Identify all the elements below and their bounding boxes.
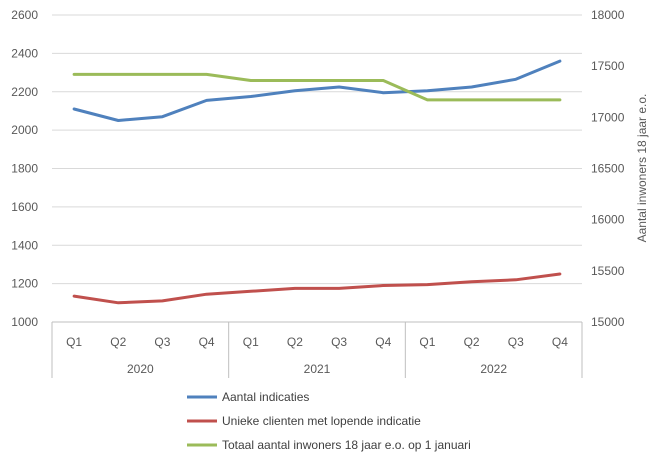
- x-tick-label: Q4: [552, 335, 568, 349]
- x-tick-label: Q3: [508, 335, 524, 349]
- right-tick-label: 17500: [591, 59, 625, 73]
- right-axis-title: Aantal inwoners 18 jaar e.o.: [635, 94, 649, 243]
- left-tick-label: 2400: [11, 46, 38, 60]
- right-tick-label: 16500: [591, 162, 625, 176]
- left-tick-label: 1200: [11, 277, 38, 291]
- left-tick-label: 2000: [11, 123, 38, 137]
- x-year-label: 2022: [480, 362, 507, 376]
- series-lines: [72, 59, 562, 305]
- x-tick-label: Q1: [419, 335, 435, 349]
- x-tick-label: Q1: [243, 335, 259, 349]
- legend-label-2: Unieke clienten met lopende indicatie: [222, 414, 421, 428]
- series-line-1: [72, 59, 562, 122]
- x-year-label: 2020: [127, 362, 154, 376]
- left-tick-label: 1000: [11, 315, 38, 329]
- legend: Aantal indicaties Unieke clienten met lop…: [187, 390, 471, 452]
- x-tick-label: Q4: [375, 335, 391, 349]
- left-tick-label: 1400: [11, 238, 38, 252]
- x-tick-label: Q2: [287, 335, 303, 349]
- legend-label-1: Aantal indicaties: [222, 390, 309, 404]
- x-tick-label: Q1: [66, 335, 82, 349]
- x-tick-label: Q2: [110, 335, 126, 349]
- x-tick-label: Q3: [331, 335, 347, 349]
- series-line-2: [72, 272, 562, 305]
- left-tick-label: 2600: [11, 8, 38, 22]
- left-tick-label: 2200: [11, 85, 38, 99]
- right-tick-label: 15500: [591, 264, 625, 278]
- series-line-3: [72, 72, 562, 102]
- right-tick-label: 15000: [591, 315, 625, 329]
- x-tick-label: Q3: [154, 335, 170, 349]
- right-tick-label: 17000: [591, 110, 625, 124]
- x-tick-label: Q2: [464, 335, 480, 349]
- x-year-label: 2021: [304, 362, 331, 376]
- right-axis-ticks: 15000 15500 16000 16500 17000 17500 18000: [591, 8, 625, 329]
- left-tick-label: 1800: [11, 162, 38, 176]
- x-axis: Q1 Q2 Q3 Q4 Q1 Q2 Q3 Q4 Q1 Q2 Q3 Q4 2020 2021 2022: [51, 321, 583, 378]
- gridlines: [52, 14, 582, 285]
- left-tick-label: 1600: [11, 200, 38, 214]
- right-tick-label: 16000: [591, 213, 625, 227]
- x-tick-label: Q4: [199, 335, 215, 349]
- left-axis-ticks: 1000 1200 1400 1600 1800 2000 2200 2400 2600: [11, 8, 38, 329]
- right-tick-label: 18000: [591, 8, 625, 22]
- legend-label-3: Totaal aantal inwoners 18 jaar e.o. op 1…: [222, 438, 471, 452]
